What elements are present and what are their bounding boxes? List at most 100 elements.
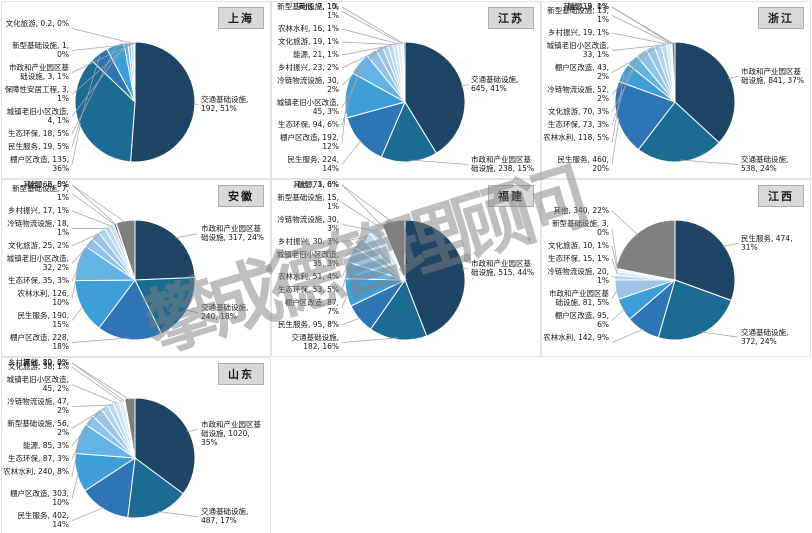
pie-slice (369, 278, 428, 341)
label-leader-line (462, 267, 469, 270)
slice-label: 城镇老旧小区改造, 4, 1% (6, 107, 69, 125)
pie-slice (346, 101, 406, 158)
region-title: 江西 (758, 185, 804, 207)
slice-label: 民生服务, 190, 15% (17, 311, 69, 329)
label-leader-line (341, 243, 360, 260)
label-leader-line (341, 317, 361, 326)
label-leader-line (728, 75, 739, 79)
slice-label: 城镇老旧小区改造, 35, 3% (276, 250, 339, 268)
pie-panel-jiangxi: 民生服务, 474, 31% 交通基础设施, 372, 24% 农林水利, 142,… (541, 179, 811, 357)
label-leader-line (341, 46, 386, 69)
label-leader-line (184, 309, 199, 314)
label-leader-line (71, 184, 117, 226)
pie-slice (127, 457, 184, 519)
slice-label: 城镇老旧小区改造, 45, 3% (276, 98, 339, 116)
slice-label: 新型基础设施, 1, 0% (12, 41, 69, 59)
label-leader-line (611, 289, 618, 299)
slice-label: 文化旅游, 0.2, 0% (5, 19, 69, 28)
slice-label: 棚户区改造, 43, 2% (554, 63, 609, 81)
label-leader-line (71, 404, 111, 407)
label-leader-line (71, 122, 82, 165)
slice-label: 生态环保, 73, 3% (548, 120, 609, 129)
pie-labels: 市政和产业园区基础设施, 841, 37% 交通基础设施, 538, 24% 民生服… (542, 2, 810, 178)
region-title: 江苏 (488, 7, 534, 29)
label-leader-line (71, 407, 106, 429)
label-leader-line (71, 362, 125, 402)
region-title: 福建 (488, 185, 534, 207)
label-leader-line (341, 6, 405, 45)
pie-panel-jiangsu: 交通基础设施, 645, 41% 市政和产业园区基础设施, 238, 15% 民生服… (271, 1, 541, 179)
label-leader-line (611, 73, 625, 143)
label-leader-line (71, 184, 127, 223)
label-leader-line (71, 193, 116, 226)
slice-label: 农林水利, 118, 5% (543, 133, 609, 142)
label-leader-line (341, 254, 353, 278)
label-leader-line (71, 46, 117, 135)
slice-label: 文化旅游, 19, 1% (278, 37, 339, 46)
pie-slice (134, 397, 196, 495)
label-leader-line (71, 263, 80, 299)
slice-label: 新型基础设施, 10, 1% (277, 2, 339, 20)
label-leader-line (409, 159, 469, 165)
slice-label: 能源, 21, 1% (293, 50, 339, 59)
pie-chart-svg (611, 6, 739, 165)
slice-label: 交通基础设施, 192, 51% (201, 94, 249, 113)
pie-chart-svg (71, 362, 199, 521)
label-leader-line (611, 228, 619, 270)
pie-chart-svg (341, 184, 469, 343)
label-leader-line (341, 202, 381, 228)
label-leader-line (611, 61, 634, 126)
pie-slice (134, 276, 196, 335)
slice-label: 文化旅游, 25, 2% (8, 241, 69, 250)
label-leader-line (71, 362, 131, 401)
slice-label: 民生服务, 224, 14% (287, 155, 339, 173)
slice-label: 其他, 19, 1% (563, 2, 609, 11)
label-leader-line (341, 28, 400, 45)
pie-chart-svg (341, 6, 469, 165)
label-leader-line (71, 55, 101, 148)
label-leader-line (71, 507, 105, 521)
slice-label: 交通基础设施, 372, 24% (741, 327, 789, 346)
label-leader-line (341, 270, 348, 291)
slice-label: 市政和产业园区基础设施, 3, 1% (9, 63, 69, 81)
label-leader-line (611, 44, 664, 51)
slice-label: 民生服务, 402, 14% (17, 511, 69, 529)
slice-label: 棚户区改造, 135, 36% (10, 155, 69, 173)
slice-label: 新型基础设施, 15, 1% (277, 193, 339, 211)
slice-label: 城镇老旧小区改造, 45, 2% (6, 375, 69, 393)
slice-label: 交通基础设施, 538, 24% (741, 155, 789, 173)
pie-slice (657, 279, 733, 341)
slice-label: 交通基础设施, 487, 17% (201, 507, 249, 526)
label-leader-line (186, 428, 199, 433)
slice-label: 其他, 73, 6% (293, 180, 339, 189)
label-leader-line (611, 245, 618, 271)
slice-label: 文化旅游, 10, 1% (548, 241, 609, 250)
pie-chart-svg (71, 184, 199, 343)
pie-labels: 民生服务, 474, 31% 交通基础设施, 372, 24% 农林水利, 142,… (542, 180, 810, 356)
slice-label: 乡村振兴, 12, 0% (8, 358, 69, 367)
slice-label: 保障性安居工程, 3, 1% (4, 85, 69, 103)
label-leader-line (460, 84, 469, 87)
slice-label: 交通基础设施, 645, 41% (471, 75, 519, 94)
pie-labels: 市政和产业园区基础设施, 515, 44% 交通基础设施, 182, 16% 民生服… (272, 180, 540, 356)
label-leader-line (341, 53, 373, 108)
label-leader-line (341, 292, 349, 308)
label-leader-line (341, 224, 375, 232)
slice-label: 农林水利, 51, 4% (278, 272, 339, 281)
slice-label: 棚户区改造, 95, 6% (554, 311, 609, 329)
label-leader-line (341, 11, 403, 45)
label-leader-line (341, 337, 399, 343)
slice-label: 生态环保, 18, 5% (8, 129, 69, 138)
pie-labels: 市政和产业园区基础设施, 1020, 35% 交通基础设施, 487, 17% 民生… (2, 358, 270, 533)
pie-slice (402, 41, 406, 103)
label-leader-line (611, 308, 625, 321)
label-leader-line (157, 511, 199, 518)
label-leader-line (611, 328, 644, 343)
pie-slice (98, 279, 163, 341)
slice-label: 生态环保, 87, 3% (8, 454, 69, 463)
slice-label: 冷链物流设施, 47, 2% (7, 397, 69, 415)
slice-label: 文化旅游, 38, 1% (8, 362, 69, 371)
label-leader-line (71, 413, 99, 447)
slice-label: 其他, 66, 5% (23, 180, 69, 189)
